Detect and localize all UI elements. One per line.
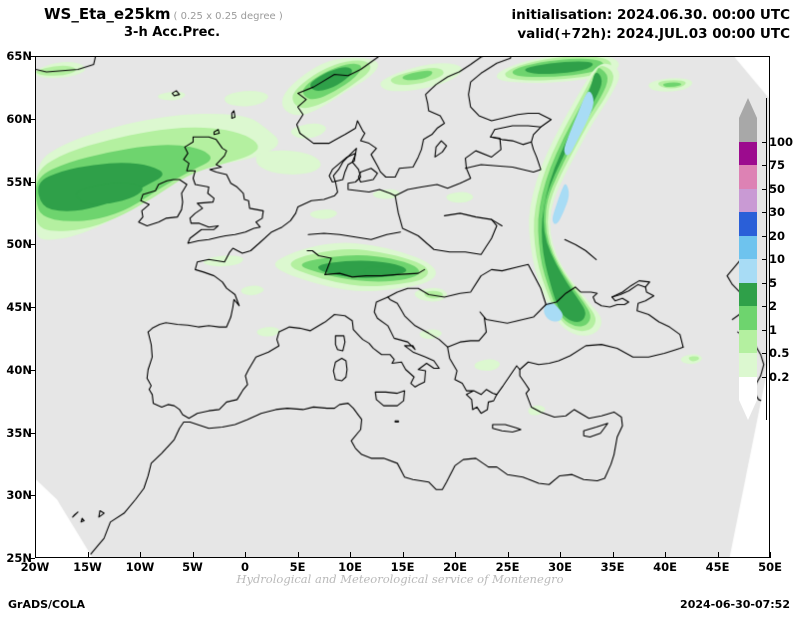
latitude-tick-mark [29, 558, 35, 559]
colorbar-tick-label: 5 [769, 275, 778, 290]
latitude-tick-mark [29, 307, 35, 308]
colorbar-tick-label: 1 [769, 322, 778, 337]
latitude-tick-mark [29, 432, 35, 434]
latitude-tick-label: 30N [6, 488, 32, 503]
colorbar-tick-label: 75 [769, 158, 786, 172]
longitude-tick-label: 5E [289, 560, 306, 574]
colorbar-band [739, 282, 757, 306]
latitude-tick-mark [29, 244, 35, 246]
colorbar-band [739, 376, 757, 400]
longitude-tick-mark [665, 552, 666, 558]
colorbar-tick-label: 20 [769, 228, 786, 243]
map-plot-area [35, 56, 770, 558]
colorbar-tick-label: 100 [769, 134, 794, 149]
colorbar-band [739, 164, 757, 189]
latitude-tick-mark [29, 56, 35, 57]
latitude-tick-label: 60N [6, 111, 32, 126]
longitude-tick-mark [245, 552, 246, 558]
longitude-tick-label: 10W [125, 560, 155, 574]
valid-time: valid(+72h): 2024.JUL.03 00:00 UTC [517, 26, 790, 42]
longitude-tick-label: 45E [705, 560, 730, 574]
colorbar-tick-label: 0.5 [769, 346, 790, 360]
colorbar-tick-mark [762, 212, 767, 213]
longitude-tick-mark [455, 552, 456, 558]
longitude-tick-label: 5W [182, 560, 203, 574]
longitude-tick-mark [350, 552, 351, 558]
model-title: WS_Eta_e25km( 0.25 x 0.25 degree ) [44, 5, 384, 23]
longitude-tick-label: 35E [600, 560, 625, 574]
longitude-tick-mark [87, 552, 89, 558]
longitude-tick-label: 15W [73, 560, 102, 574]
longitude-tick-label: 0 [240, 560, 249, 574]
colorbar-tick-mark [762, 306, 767, 307]
latitude-tick-label: 45N [6, 300, 32, 314]
generation-timestamp: 2024-06-30-07:52 [680, 598, 790, 611]
colorbar-band [739, 352, 757, 377]
longitude-tick-label: 20W [20, 560, 50, 574]
colorbar-tick-label: 10 [769, 252, 786, 266]
longitude-tick-mark [507, 552, 509, 558]
colorbar-tick-mark [762, 353, 767, 354]
colorbar-band [739, 211, 757, 236]
colorbar-band [739, 141, 757, 165]
precipitation-map-canvas [36, 57, 769, 557]
colorbar-tick-mark [762, 188, 767, 190]
colorbar-tick-label: 2 [769, 299, 778, 313]
colorbar-band [739, 188, 757, 212]
colorbar-tick-mark [762, 259, 767, 260]
header-right: initialisation: 2024.06.30. 00:00 UTC va… [511, 6, 790, 44]
latitude-tick-label: 65N [6, 49, 32, 63]
header-left: WS_Eta_e25km( 0.25 x 0.25 degree ) 3-h A… [44, 5, 384, 40]
colorbar-band [739, 117, 757, 142]
latitude-tick-label: 40N [6, 362, 32, 377]
longitude-tick-label: 10E [338, 560, 362, 574]
longitude-tick-label: 40E [653, 560, 677, 574]
latitude-tick-mark [29, 118, 35, 120]
colorbar-over-arrow [739, 98, 757, 118]
field-title: 3-h Acc.Prec. [124, 25, 221, 40]
colorbar-tick-mark [762, 165, 767, 166]
colorbar-band [739, 329, 757, 353]
colorbar-tick-label: 50 [769, 181, 786, 196]
longitude-tick-label: 15E [390, 560, 415, 574]
colorbar-band [739, 305, 757, 330]
latitude-tick-label: 25N [6, 551, 32, 565]
longitude-tick-label: 30E [548, 560, 572, 574]
precipitation-colorbar [739, 98, 757, 420]
colorbar-under-arrow [739, 400, 757, 420]
longitude-tick-mark [192, 552, 194, 558]
colorbar-tick-mark [762, 329, 767, 331]
model-name: WS_Eta_e25km [44, 5, 171, 23]
colorbar-tick-mark [762, 376, 767, 378]
service-credit: Hydrological and Meteorological service … [236, 572, 564, 586]
longitude-tick-mark [35, 552, 36, 558]
colorbar-tick-label: 30 [769, 205, 786, 219]
latitude-tick-mark [29, 495, 35, 497]
initialisation-time: initialisation: 2024.06.30. 00:00 UTC [511, 7, 790, 23]
latitude-tick-label: 55N [6, 174, 32, 189]
colorbar-band [739, 235, 757, 259]
longitude-tick-mark [297, 552, 299, 558]
producer-label: GrADS/COLA [8, 598, 85, 611]
colorbar-tick-mark [762, 141, 767, 143]
longitude-tick-mark [560, 552, 561, 558]
colorbar-tick-label: 0.2 [769, 369, 790, 384]
longitude-tick-label: 25E [495, 560, 520, 574]
colorbar-tick-mark [762, 282, 767, 284]
latitude-tick-mark [29, 181, 35, 183]
longitude-tick-mark [140, 552, 141, 558]
longitude-tick-mark [612, 552, 614, 558]
colorbar-tick-mark [762, 235, 767, 237]
longitude-tick-label: 20E [443, 560, 467, 574]
longitude-tick-mark [402, 552, 404, 558]
model-resolution: ( 0.25 x 0.25 degree ) [173, 11, 283, 22]
latitude-tick-label: 50N [6, 237, 32, 252]
longitude-tick-mark [770, 552, 771, 558]
longitude-tick-label: 50E [758, 560, 782, 574]
latitude-tick-mark [29, 369, 35, 371]
longitude-tick-mark [717, 552, 719, 558]
latitude-tick-label: 35N [6, 425, 32, 440]
colorbar-band [739, 258, 757, 283]
